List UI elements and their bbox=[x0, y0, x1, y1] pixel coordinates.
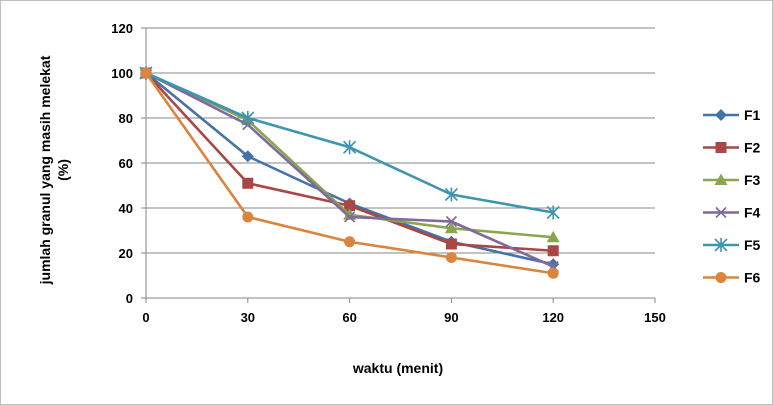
y-axis-title-line2: (%) bbox=[55, 159, 71, 181]
series-f5 bbox=[139, 66, 560, 220]
y-tick-label-40: 40 bbox=[119, 201, 133, 216]
legend-marker-f4 bbox=[715, 206, 727, 219]
x-tick-label-0: 0 bbox=[142, 310, 149, 325]
data-point-f6-90 bbox=[445, 252, 457, 263]
legend-item-f6: F6 bbox=[703, 270, 761, 286]
legend-marker-f2 bbox=[715, 142, 727, 153]
legend-label-f3: F3 bbox=[744, 172, 761, 188]
y-tick-label-100: 100 bbox=[111, 66, 133, 81]
legend-label-f1: F1 bbox=[744, 107, 761, 123]
data-point-f1-120 bbox=[547, 258, 560, 271]
data-point-f5-60 bbox=[343, 140, 357, 155]
series-group bbox=[139, 66, 560, 279]
y-axis-title-group: jumlah granul yang masih melekat (%) bbox=[37, 55, 71, 285]
x-tick-label-90: 90 bbox=[444, 310, 458, 325]
y-axis-title-line1: jumlah granul yang masih melekat bbox=[37, 55, 53, 285]
legend-marker-f5 bbox=[714, 238, 728, 252]
legend-label-f4: F4 bbox=[744, 205, 761, 221]
legend-item-f4: F4 bbox=[703, 205, 761, 221]
legend-item-f5: F5 bbox=[703, 237, 761, 253]
x-tick-label-30: 30 bbox=[241, 310, 255, 325]
data-point-f4-60 bbox=[344, 211, 356, 223]
y-tick-label-80: 80 bbox=[119, 111, 133, 126]
y-tick-label-20: 20 bbox=[119, 246, 133, 261]
data-point-f2-60 bbox=[344, 200, 356, 212]
y-tick-label-120: 120 bbox=[111, 21, 133, 36]
legend-marker-f3 bbox=[714, 173, 728, 185]
legend-label-f2: F2 bbox=[744, 140, 761, 156]
y-tick-labels: 0 20 40 60 80 100 120 bbox=[111, 21, 133, 306]
legend-marker-f6 bbox=[715, 272, 727, 283]
data-point-f2-90 bbox=[445, 238, 457, 250]
data-point-f2-120 bbox=[547, 245, 559, 257]
x-tick-label-60: 60 bbox=[342, 310, 356, 325]
data-point-f6-60 bbox=[344, 236, 356, 248]
data-point-f5-30 bbox=[241, 111, 255, 125]
data-point-f6-120 bbox=[547, 267, 559, 279]
x-tick-label-150: 150 bbox=[644, 310, 666, 325]
legend-item-f1: F1 bbox=[703, 107, 761, 123]
data-point-f6-0 bbox=[140, 67, 152, 79]
data-point-f6-30 bbox=[242, 211, 254, 223]
axes bbox=[141, 27, 656, 303]
x-tick-label-120: 120 bbox=[542, 310, 564, 325]
series-f6 bbox=[140, 67, 559, 279]
x-axis-title: waktu (menit) bbox=[352, 360, 443, 376]
legend: F1 F2 F3 F4 F5 F6 bbox=[703, 107, 761, 286]
legend-item-f2: F2 bbox=[703, 140, 761, 156]
data-point-f5-120 bbox=[546, 205, 560, 220]
x-tick-labels: 0 30 60 90 120 150 bbox=[142, 310, 665, 325]
y-tick-label-60: 60 bbox=[119, 156, 133, 171]
legend-label-f5: F5 bbox=[744, 237, 761, 253]
data-point-f2-30 bbox=[242, 177, 254, 189]
data-point-f3-120 bbox=[546, 230, 560, 243]
data-point-f5-90 bbox=[444, 187, 458, 202]
series-f2 bbox=[140, 67, 559, 257]
legend-marker-f1 bbox=[715, 109, 727, 121]
data-point-f1-30 bbox=[241, 150, 254, 163]
legend-label-f6: F6 bbox=[744, 270, 761, 286]
legend-item-f3: F3 bbox=[703, 172, 761, 188]
y-tick-label-0: 0 bbox=[126, 291, 133, 306]
data-point-f4-90 bbox=[445, 215, 457, 228]
data-point-f3-90 bbox=[444, 221, 458, 234]
